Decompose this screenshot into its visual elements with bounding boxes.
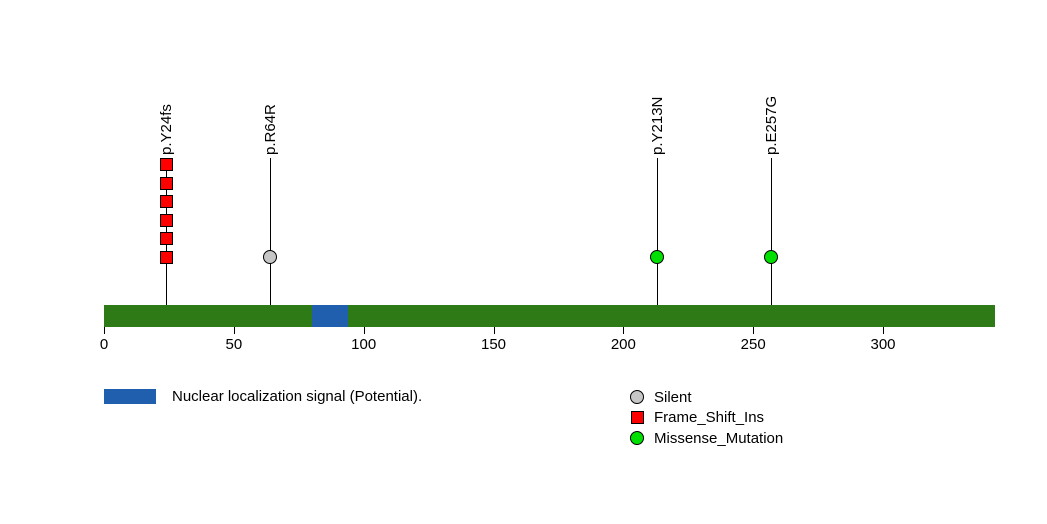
mutation-marker-square [159,176,173,190]
x-axis-tick-label: 150 [480,336,507,353]
legend-item-missense_mutation: Missense_Mutation [630,428,783,449]
mutation-marker-square [159,213,173,227]
x-axis-tick-label: 200 [610,336,636,353]
mutation-marker-circle [263,250,278,264]
domain-legend: Nuclear localization signal (Potential). [104,388,422,405]
x-axis-tick-label: 100 [351,336,377,353]
mutation-label: p.Y213N [649,96,667,155]
x-axis-tick-label: 50 [225,336,243,353]
x-axis-tick [753,327,755,334]
mutation-marker-circle [650,250,665,264]
protein-domain [311,305,349,327]
legend-item-frame_shift_ins: Frame_Shift_Ins [630,408,783,429]
mutation-label: p.Y24fs [158,104,176,155]
mutation-label: p.E257G [763,95,781,155]
legend-item-label: Frame_Shift_Ins [654,409,765,427]
mutation-marker-square [159,158,173,171]
mutation-stem [657,158,659,305]
x-axis-tick [493,327,495,334]
mutation-marker-square [159,251,173,264]
legend-item-label: Missense_Mutation [654,429,784,447]
x-axis-tick [623,327,625,334]
legend-circle-marker [630,390,644,405]
mutation-marker-circle [764,250,779,264]
x-axis-tick [883,327,884,334]
x-axis-tick-label: 0 [99,336,109,353]
mutation-label: p.R64R [262,104,280,155]
protein-backbone [104,305,995,327]
x-axis-tick-label: 300 [870,336,896,353]
mutation-type-legend: Silent Frame_Shift_Ins Missense_Mutation [630,387,783,449]
mutation-stem [771,158,773,305]
mutation-marker-square [159,195,173,209]
legend-item-silent: Silent [630,387,783,408]
domain-legend-label: Nuclear localization signal (Potential). [172,388,423,405]
mutation-stem [270,158,272,305]
x-axis-tick [233,327,235,334]
domain-legend-swatch [104,389,156,404]
mutation-marker-square [159,232,173,246]
mutation-stem [166,158,168,305]
legend-circle-marker [630,431,644,446]
legend-square-marker [630,411,644,425]
x-axis-tick [363,327,365,334]
legend-item-label: Silent [654,388,692,406]
x-axis-tick-label: 250 [740,336,766,353]
x-axis-tick [104,327,105,334]
